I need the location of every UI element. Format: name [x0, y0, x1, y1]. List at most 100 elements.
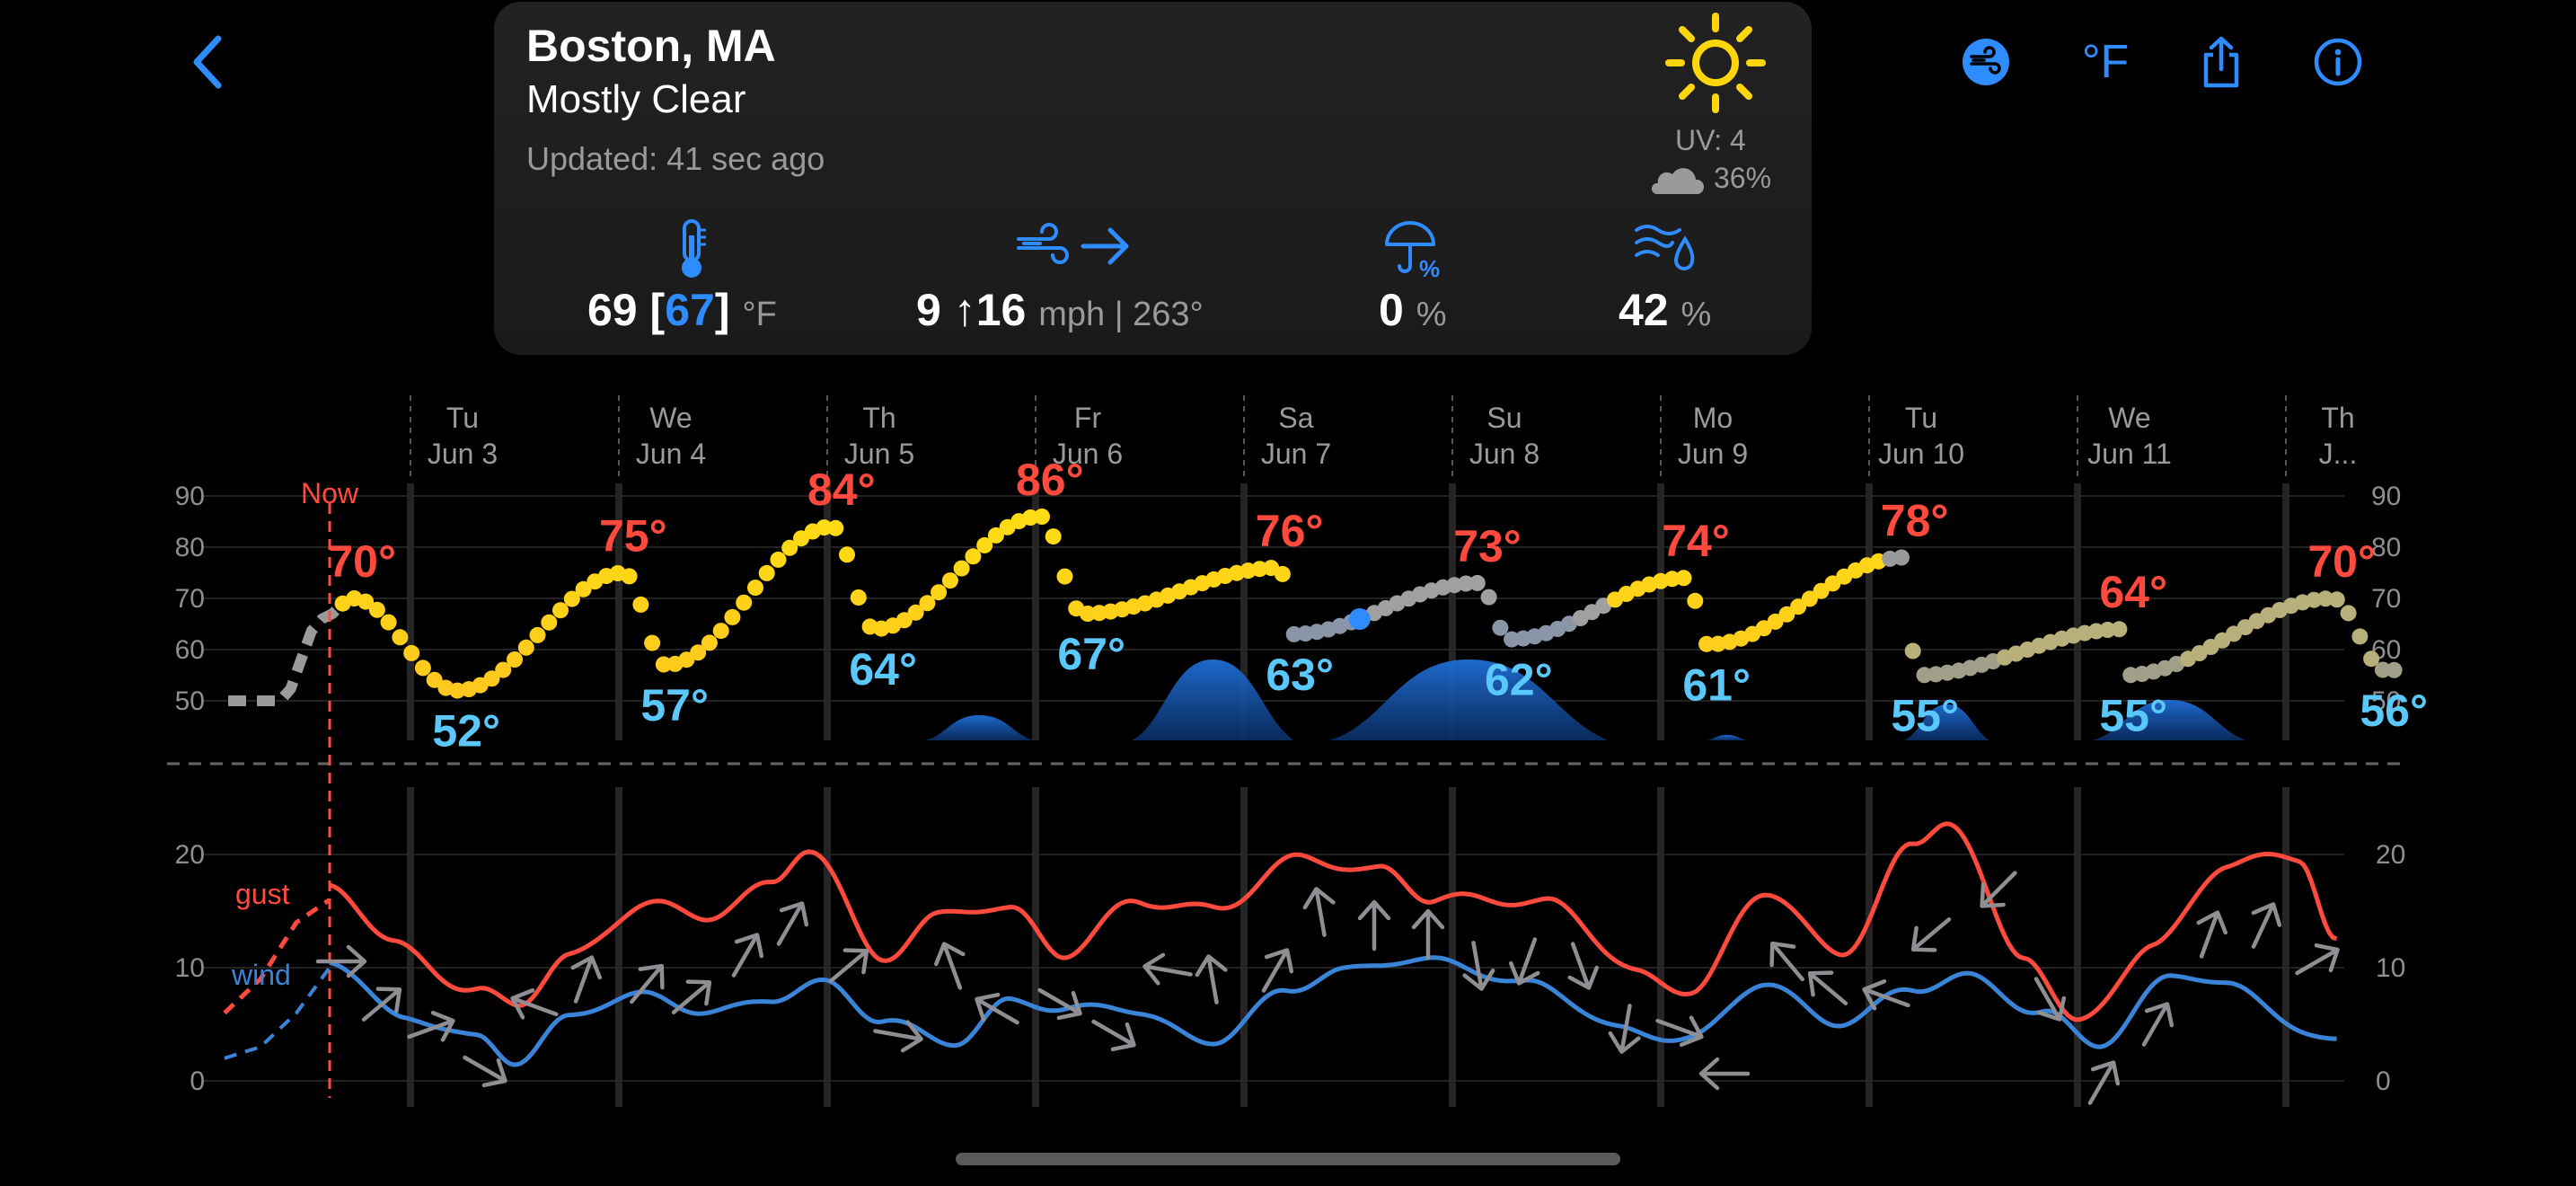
- temp-high-label: 70°: [328, 536, 396, 587]
- day-divider-wind: [1657, 787, 1664, 1107]
- temp-point: [403, 644, 420, 661]
- temp-low-label: 63°: [1266, 650, 1334, 700]
- temp-point: [2351, 628, 2369, 645]
- current-conditions-card[interactable]: Boston, MA Mostly Clear Updated: 41 sec …: [494, 2, 1812, 355]
- day-label-dow: Tu: [446, 402, 479, 434]
- arrow-shape: [776, 901, 809, 946]
- precip-area: [1707, 735, 1747, 740]
- temp-point: [712, 623, 729, 640]
- arrow-shape: [1091, 1019, 1136, 1052]
- condition-text: Mostly Clear: [526, 77, 746, 121]
- arrow-shape: [1769, 941, 1804, 982]
- wind-direction-arrow-icon: [2087, 1060, 2121, 1105]
- precip-area: [1904, 704, 1989, 740]
- chevron-left-icon: [193, 35, 222, 89]
- temp-point: [1778, 606, 1795, 623]
- wind-y-tick-left: 0: [190, 1067, 205, 1096]
- temp-point: [517, 639, 534, 656]
- city-name: Boston, MA: [526, 21, 776, 71]
- arrow-shape: [407, 1010, 455, 1042]
- temp-point: [987, 527, 1004, 544]
- temp-point: [758, 564, 775, 581]
- temp-point: [976, 536, 993, 553]
- arrow-shape: [1195, 954, 1228, 1005]
- temp-point: [380, 614, 397, 631]
- cloud-icon: [1651, 168, 1705, 194]
- arrow-shape: [1142, 952, 1193, 986]
- day-label-date: Jun 10: [1878, 438, 1964, 470]
- wind-direction-arrow-icon: [1302, 887, 1336, 937]
- day-label-date: Jun 5: [844, 438, 914, 470]
- arrow-shape: [315, 944, 367, 978]
- wind-direction-arrow-icon: [2141, 1002, 2175, 1047]
- day-divider-temp: [615, 483, 622, 740]
- arrow-shape: [1411, 908, 1445, 960]
- unit-toggle-button[interactable]: °F: [2074, 31, 2137, 93]
- arrow-shape: [570, 955, 603, 1004]
- temp-point: [507, 651, 523, 668]
- feels-like-value: 67: [665, 285, 715, 335]
- temp-y-tick-right: 80: [2371, 533, 2401, 562]
- wind-direction-arrow-icon: [1195, 954, 1228, 1005]
- temp-point: [644, 634, 661, 651]
- back-button[interactable]: [176, 31, 239, 93]
- home-indicator[interactable]: [956, 1153, 1620, 1165]
- temp-high-label: 78°: [1881, 495, 1949, 545]
- wind-toggle-button[interactable]: [1954, 31, 2017, 93]
- wind-direction-arrow-icon: [2251, 902, 2282, 949]
- temp-y-tick-right: 50: [2371, 686, 2401, 716]
- arrow-shape: [933, 942, 966, 990]
- wind-direction-arrow-icon: [1807, 970, 1848, 1005]
- temp-high-label: 70°: [2307, 536, 2376, 587]
- temp-point: [953, 560, 970, 577]
- temp-point: [655, 656, 672, 673]
- temp-point: [575, 580, 592, 597]
- now-label: Now: [301, 477, 359, 509]
- temp-point: [2386, 661, 2403, 678]
- temp-high-label: 75°: [599, 511, 667, 562]
- temp-point: [850, 589, 867, 606]
- arrow-shape: [1807, 970, 1848, 1005]
- wind-direction-arrow-icon: [1980, 871, 2017, 908]
- wind-direction-arrow-icon: [1091, 1019, 1136, 1052]
- temp-point: [1801, 590, 1818, 607]
- arrow-shape: [2251, 902, 2282, 949]
- humidity-unit: %: [1681, 296, 1712, 333]
- temp-point: [1504, 631, 1521, 648]
- arrow-shape: [1037, 987, 1082, 1021]
- temperature-value: 69 [67] °F: [587, 285, 777, 335]
- wind-direction-arrow-icon: [776, 901, 809, 946]
- day-divider-temp: [407, 483, 414, 740]
- temp-low-label: 55°: [2099, 691, 2167, 741]
- temp-point: [1458, 575, 1475, 592]
- wind-direction-arrow-icon: [2196, 910, 2228, 959]
- day-label-dow: Th: [2321, 402, 2354, 434]
- wind-direction-arrow-icon: [1769, 941, 1804, 982]
- arrow-shape: [671, 979, 712, 1014]
- precip-area: [925, 715, 1033, 740]
- temp-point: [357, 593, 375, 610]
- day-divider-wind: [1032, 787, 1039, 1107]
- arrow-shape: [828, 948, 869, 983]
- share-button[interactable]: [2190, 31, 2253, 93]
- unit-toggle-label: °F: [2081, 36, 2130, 88]
- wind-direction-arrow-icon: [1608, 1004, 1641, 1054]
- temp-point: [839, 546, 855, 563]
- wind-metric: [1013, 217, 1139, 279]
- wind-line: [329, 955, 2337, 1067]
- temp-point: [1675, 570, 1692, 587]
- info-icon: [2314, 38, 2362, 86]
- info-button[interactable]: [2307, 31, 2369, 93]
- wind-direction-arrow-icon: [1142, 952, 1193, 986]
- temp-point: [414, 659, 431, 677]
- temp-point: [907, 604, 924, 621]
- temperature-unit: °F: [742, 296, 777, 333]
- temp-point: [2363, 651, 2380, 668]
- cloud-cover: 36%: [1714, 162, 1772, 194]
- temp-y-tick-left: 80: [175, 533, 205, 562]
- gust-series-label: gust: [235, 878, 290, 910]
- arrow-shape: [630, 963, 665, 1005]
- arrow-shape: [1862, 978, 1910, 1011]
- umbrella-percent-icon: %: [1385, 221, 1440, 282]
